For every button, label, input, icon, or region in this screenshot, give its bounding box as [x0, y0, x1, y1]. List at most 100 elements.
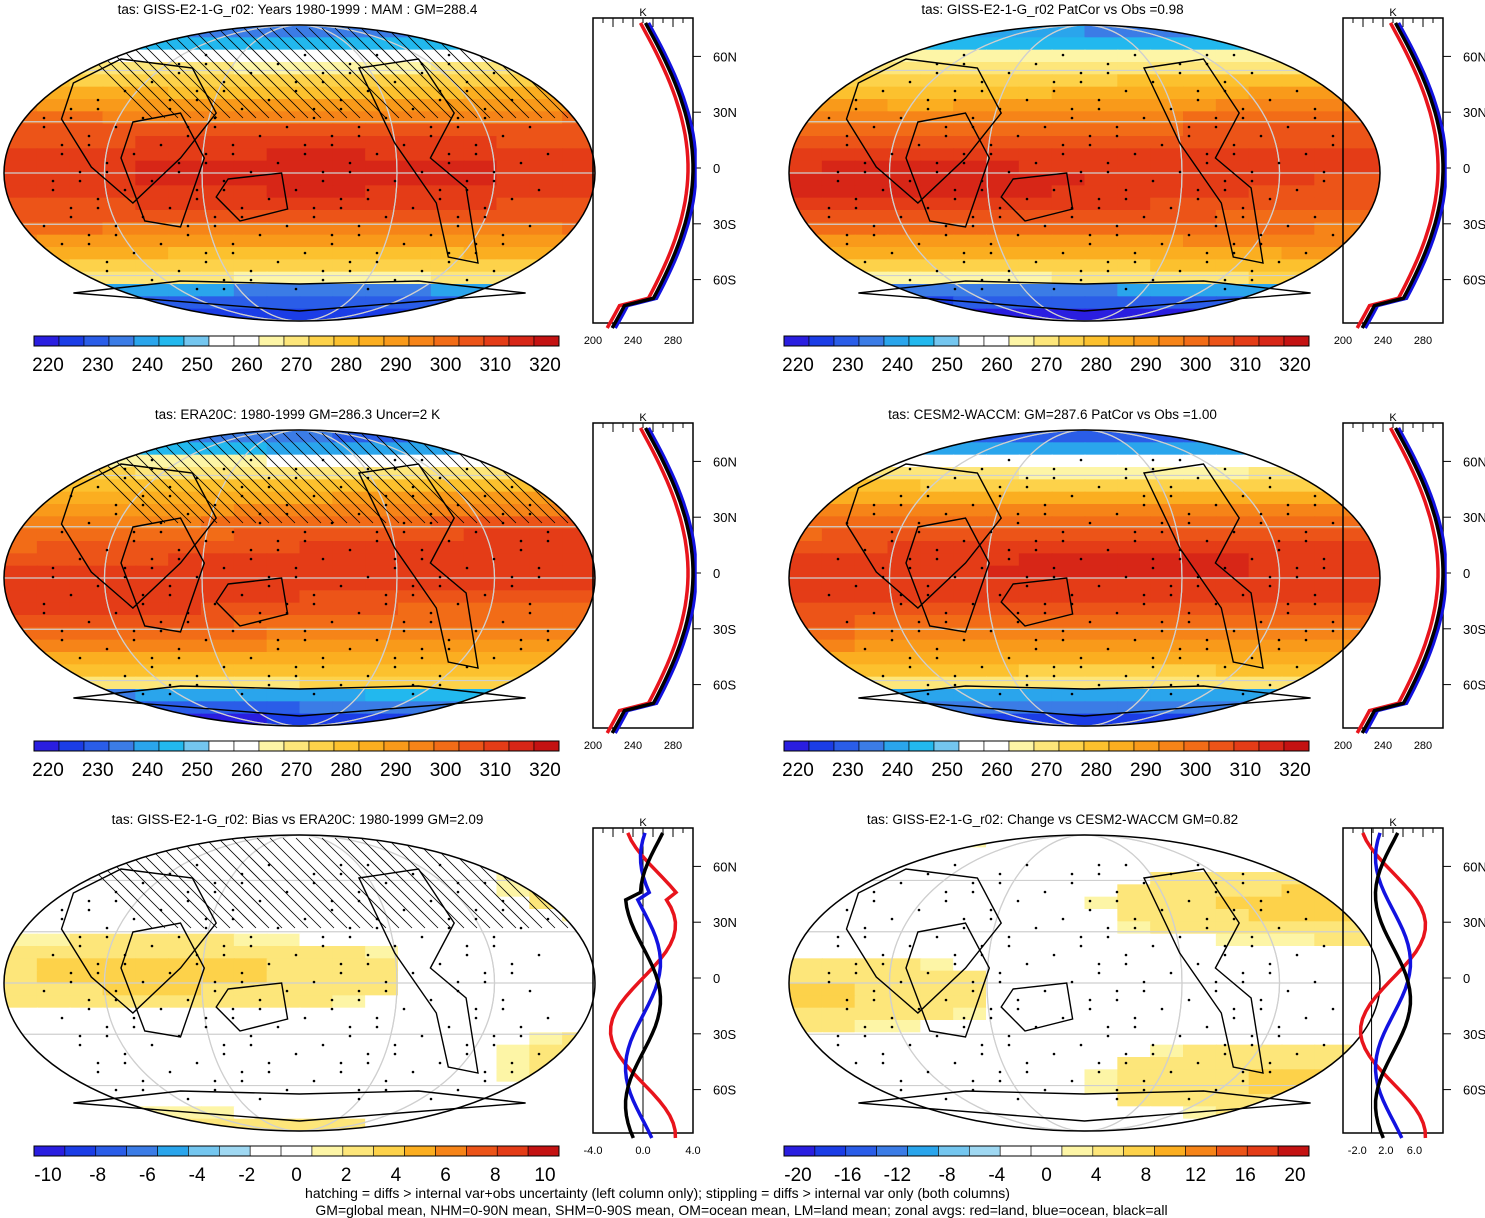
map-coastlines	[60, 463, 526, 717]
zonal-lat-label: 30N	[713, 915, 737, 930]
zonal-x-label: 200	[1334, 740, 1352, 752]
colorbar-swatch	[938, 1145, 970, 1157]
zonal-unit-label: K	[1389, 817, 1397, 829]
colorbar: 220 230 240 250 260 270 280 290 300 310 320	[782, 740, 1311, 781]
colorbar-tick-label: 290	[380, 355, 412, 376]
zonal-lat-label: 0	[1463, 161, 1470, 176]
zonal-unit-label: K	[639, 7, 647, 19]
zonal-curve-ocean	[1363, 427, 1447, 734]
zonal-lat-label: 60N	[713, 454, 737, 469]
zonal-lat-label: 30N	[1463, 510, 1485, 525]
colorbar-swatch	[1283, 335, 1310, 347]
colorbar-swatch	[333, 335, 360, 347]
map-stippling	[827, 863, 1335, 1101]
panel-title: tas: GISS-E2-1-G_r02: Years 1980-1999 : …	[118, 2, 478, 17]
footnote-legend: GM=global mean, NHM=0-90N mean, SHM=0-90…	[315, 1202, 1168, 1218]
zonal-mean-panel: K 60N 30N 0 30S 60S 200 240 280	[1334, 7, 1485, 347]
zonal-lat-label: 60S	[713, 678, 736, 693]
colorbar-tick-label: 260	[981, 355, 1013, 376]
colorbar-swatch	[908, 335, 935, 347]
colorbar-tick-label: -6	[139, 1165, 156, 1186]
colorbar-swatch	[383, 740, 410, 752]
zonal-x-label: 280	[1414, 740, 1432, 752]
colorbar-swatch	[483, 335, 510, 347]
colorbar-swatch	[1108, 335, 1135, 347]
colorbar-swatch	[999, 1145, 1032, 1157]
map-border	[3, 429, 596, 727]
colorbar-tick-label: 320	[529, 760, 561, 781]
colorbar-tick-label: 220	[782, 355, 814, 376]
zonal-curve-ocean	[1363, 22, 1447, 329]
zonal-lat-label: 60N	[1463, 49, 1485, 64]
colorbar-swatch	[311, 1145, 344, 1157]
zonal-lat-label: 60N	[713, 49, 737, 64]
map-coastlines	[845, 58, 1311, 312]
map-border	[788, 24, 1381, 322]
colorbar-swatch	[983, 335, 1010, 347]
colorbar-swatch	[249, 1145, 282, 1157]
colorbar-swatch	[373, 1145, 405, 1157]
colorbar-tick-label: -16	[834, 1165, 861, 1186]
colorbar: 220 230 240 250 260 270 280 290 300 310 320	[782, 335, 1311, 376]
colorbar-swatch	[233, 335, 260, 347]
colorbar-swatch	[1183, 740, 1210, 752]
colorbar-swatch	[188, 1145, 220, 1157]
colorbar-tick-label: 280	[1080, 355, 1112, 376]
zonal-lat-label: 30N	[1463, 105, 1485, 120]
zonal-x-label: 0.0	[635, 1145, 650, 1157]
colorbar-swatch	[126, 1145, 158, 1157]
zonal-lat-label: 60S	[1463, 273, 1485, 288]
colorbar-tick-label: 4	[1091, 1165, 1102, 1186]
colorbar-tick-label: 320	[1279, 760, 1311, 781]
colorbar-tick-label: 270	[281, 355, 313, 376]
colorbar-tick-label: -2	[238, 1165, 255, 1186]
panel-title: tas: CESM2-WACCM: GM=287.6 PatCor vs Obs…	[888, 407, 1217, 422]
map-stippling	[827, 53, 1335, 291]
zonal-lat-label: 30S	[1463, 217, 1485, 232]
map-coastlines	[845, 868, 1311, 1122]
colorbar-frame	[33, 1145, 560, 1157]
colorbar-tick-label: 220	[32, 355, 64, 376]
colorbar-tick-label: 310	[479, 760, 511, 781]
zonal-lat-label: 0	[713, 971, 720, 986]
zonal-lat-label: 60N	[713, 859, 737, 874]
zonal-lat-label: 60S	[713, 1083, 736, 1098]
zonal-x-label: 240	[1374, 335, 1392, 347]
colorbar-swatch	[133, 740, 160, 752]
colorbar-swatch	[783, 1145, 816, 1157]
colorbar-swatch	[483, 740, 510, 752]
colorbar-frame	[33, 740, 560, 752]
map-stippling	[42, 458, 550, 696]
colorbar-swatch	[433, 740, 460, 752]
colorbar-swatch	[783, 740, 810, 752]
zonal-curve-ocean	[613, 22, 697, 329]
zonal-x-label: -4.0	[584, 1145, 603, 1157]
colorbar-swatch	[283, 740, 310, 752]
colorbar-tick-label: 300	[430, 760, 462, 781]
zonal-mean-panel: K 60N 30N 0 30S 60S 200 240 280	[584, 7, 737, 347]
zonal-x-label: 200	[1334, 335, 1352, 347]
colorbar-swatch	[496, 1145, 529, 1157]
colorbar-tick-label: 4	[391, 1165, 402, 1186]
colorbar-swatch	[845, 1145, 877, 1157]
colorbar-swatch	[283, 335, 310, 347]
colorbar-swatch	[808, 740, 835, 752]
colorbar-tick-label: 260	[231, 760, 263, 781]
colorbar-swatch	[408, 740, 435, 752]
zonal-lat-label: 0	[713, 566, 720, 581]
colorbar-swatch	[108, 740, 135, 752]
colorbar-swatch	[333, 740, 360, 752]
colorbar-tick-label: 310	[1229, 355, 1261, 376]
colorbar-swatch	[342, 1145, 375, 1157]
colorbar-swatch	[183, 335, 210, 347]
colorbar-frame	[783, 335, 1310, 347]
colorbar-tick-label: 300	[1180, 760, 1212, 781]
colorbar-swatch	[358, 335, 385, 347]
colorbar-tick-label: 250	[931, 760, 963, 781]
colorbar-tick-label: 230	[832, 355, 864, 376]
colorbar-swatch	[383, 335, 410, 347]
colorbar-tick-label: 0	[291, 1165, 302, 1186]
colorbar-frame	[33, 335, 560, 347]
zonal-curve-land	[605, 427, 690, 734]
colorbar-swatch	[258, 740, 285, 752]
